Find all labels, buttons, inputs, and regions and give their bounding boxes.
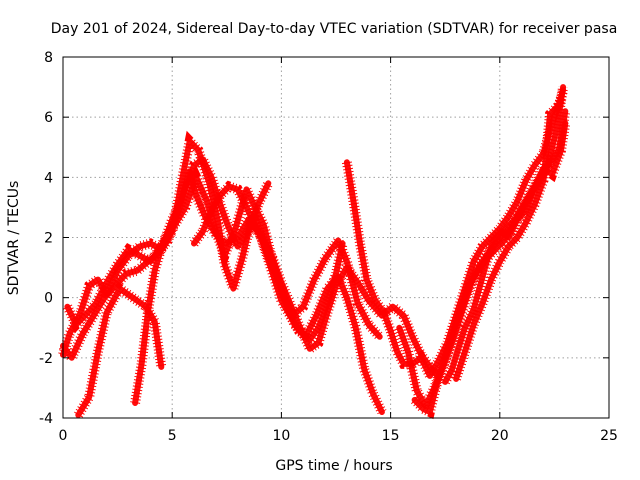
y-tick-label: 8 [44, 50, 53, 66]
x-axis-label: GPS time / hours [275, 458, 392, 474]
series-markers [189, 180, 443, 380]
x-tick-label: 20 [491, 428, 509, 444]
series-markers [74, 281, 167, 418]
y-tick-label: -2 [39, 351, 53, 367]
series-line [64, 138, 272, 328]
chart-title: Day 201 of 2024, Sidereal Day-to-day VTE… [51, 21, 618, 37]
data-series [58, 84, 571, 420]
series-markers [58, 151, 348, 368]
series-track-3 [74, 281, 167, 418]
series-track-10 [451, 87, 568, 382]
series-track-2 [62, 130, 273, 334]
y-axis-label: SDTVAR / TECUs [6, 181, 22, 296]
x-tick-label: 25 [600, 428, 618, 444]
series-track-11 [58, 151, 348, 368]
series-markers [130, 164, 387, 415]
x-tick-label: 15 [382, 428, 400, 444]
x-tick-label: 10 [272, 428, 290, 444]
series-markers [394, 86, 569, 417]
y-tick-label: 2 [44, 231, 53, 247]
y-tick-label: -4 [39, 411, 53, 427]
y-tick-label: 4 [44, 170, 53, 186]
x-tick-label: 0 [59, 428, 68, 444]
y-tick-label: 6 [44, 110, 53, 126]
series-line [453, 87, 567, 382]
series-track-5 [189, 180, 443, 380]
axis-ticks: 0 5 10 15 20 25 -4 -2 0 2 4 6 8 [39, 50, 618, 444]
y-tick-label: 0 [44, 291, 53, 307]
gridlines [63, 57, 609, 418]
x-tick-label: 5 [168, 428, 177, 444]
